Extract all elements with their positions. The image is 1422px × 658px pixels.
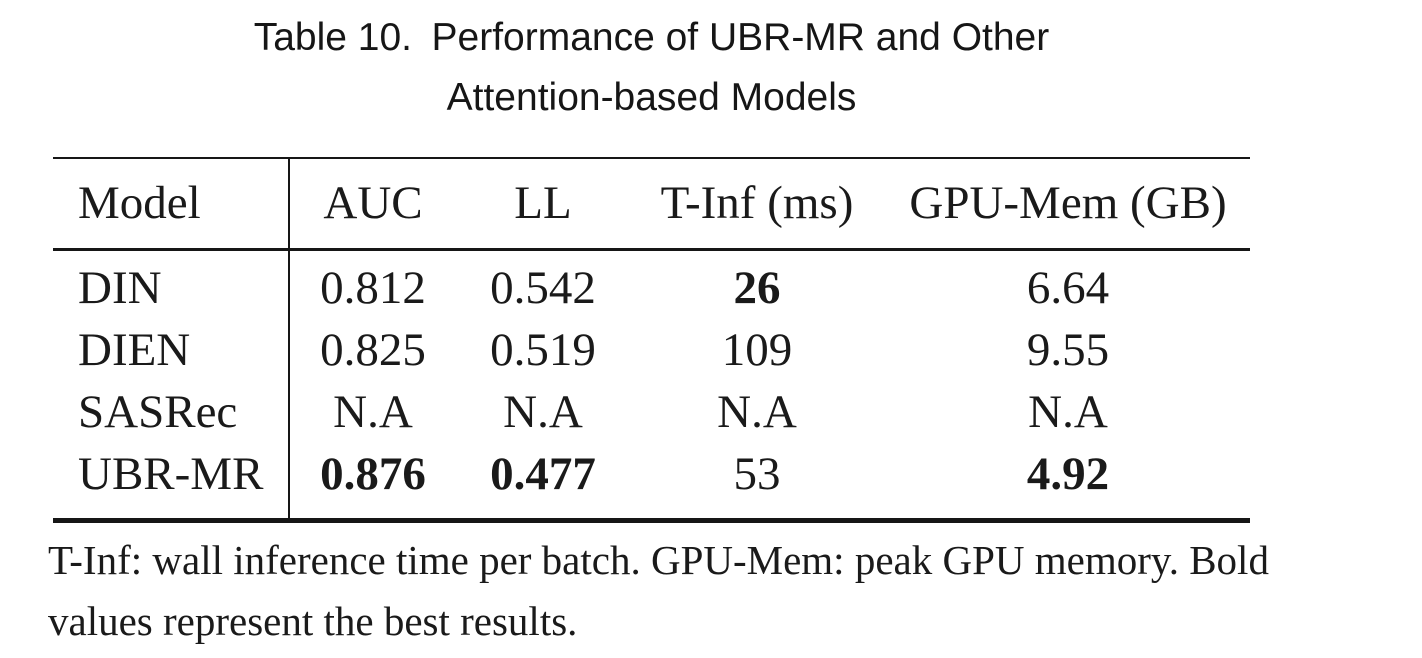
footnote-line2: values represent the best results. — [48, 598, 578, 644]
cell-auc: N.A — [333, 386, 413, 438]
cell-gpu-mem: 4.92 — [1026, 448, 1110, 500]
cell-model: SASRec — [78, 386, 238, 438]
cell-t-inf: 53 — [733, 448, 781, 500]
header-gpu-mem: GPU-Mem (GB) — [909, 177, 1227, 229]
cell-ll: N.A — [503, 386, 583, 438]
cell-ll: 0.519 — [490, 324, 596, 376]
header-t-inf: T-Inf (ms) — [660, 177, 854, 229]
cell-model: DIN — [78, 262, 162, 314]
cell-auc: 0.825 — [320, 324, 426, 376]
table-body: DIN 0.812 0.542 26 6.64 DIEN 0.825 0.519… — [53, 251, 1250, 505]
table-header-row: Model AUC LL T-Inf (ms) GPU-Mem (GB) — [53, 159, 1250, 247]
header-auc: AUC — [323, 177, 423, 229]
table-row-dien: DIEN 0.825 0.519 109 9.55 — [53, 319, 1250, 381]
table-row-din: DIN 0.812 0.542 26 6.64 — [53, 257, 1250, 319]
table-top-rule — [53, 157, 1250, 159]
table-row-sasrec: SASRec N.A N.A N.A N.A — [53, 381, 1250, 443]
cell-gpu-mem: 9.55 — [1026, 324, 1110, 376]
footnote-line1: T-Inf: wall inference time per batch. GP… — [48, 537, 1269, 583]
results-table: Model AUC LL T-Inf (ms) GPU-Mem (GB) DIN… — [53, 0, 1250, 658]
cell-model: UBR-MR — [78, 448, 264, 500]
table-vertical-rule — [288, 157, 290, 518]
table-bottom-rule — [53, 518, 1250, 523]
header-model: Model — [78, 177, 201, 229]
cell-gpu-mem: 6.64 — [1026, 262, 1110, 314]
table-header-rule — [53, 248, 1250, 251]
cell-gpu-mem: N.A — [1028, 386, 1108, 438]
cell-auc: 0.876 — [320, 448, 426, 500]
cell-auc: 0.812 — [320, 262, 426, 314]
header-ll: LL — [514, 177, 572, 229]
cell-t-inf: N.A — [717, 386, 797, 438]
cell-model: DIEN — [78, 324, 191, 376]
table-caption-line1: Table 10. Performance of UBR-MR and Othe… — [253, 16, 1050, 59]
cell-t-inf: 26 — [733, 262, 781, 314]
cell-ll: 0.542 — [490, 262, 596, 314]
table-footnote: T-Inf: wall inference time per batch. GP… — [48, 530, 1388, 652]
cell-t-inf: 109 — [721, 324, 793, 376]
table-caption-line2: Attention-based Models — [446, 76, 857, 119]
table-caption: Table 10. Performance of UBR-MR and Othe… — [53, 8, 1250, 128]
table-row-ubr-mr: UBR-MR 0.876 0.477 53 4.92 — [53, 443, 1250, 505]
cell-ll: 0.477 — [490, 448, 596, 500]
